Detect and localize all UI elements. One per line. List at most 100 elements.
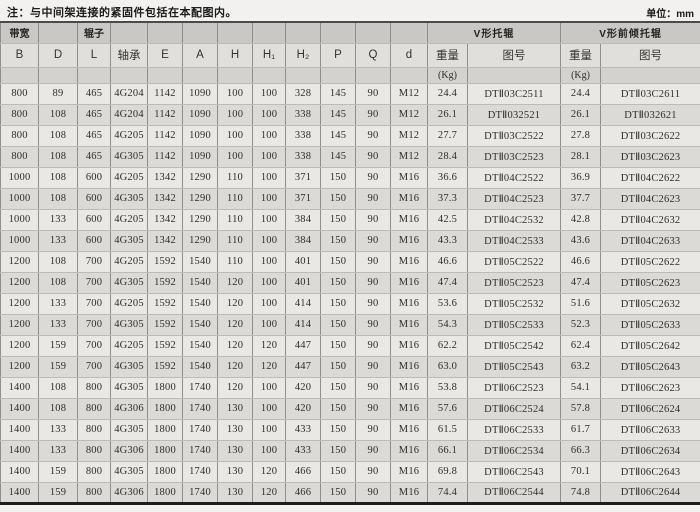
unit-header-empty <box>110 66 148 84</box>
col-header-P: P <box>320 42 356 68</box>
table-cell: 90 <box>355 481 391 504</box>
table-cell: 800 <box>77 397 111 420</box>
table-cell: 384 <box>285 208 321 231</box>
table-cell: 1342 <box>147 187 183 210</box>
table-cell: 36.6 <box>427 166 468 189</box>
table-cell: 100 <box>252 124 286 147</box>
table-cell: 1090 <box>182 82 218 105</box>
group-header-empty <box>252 21 286 44</box>
col-header-weight-2: 重量 <box>560 42 602 68</box>
col-header-drawing-no-2: 图号 <box>600 42 700 68</box>
table-column-header-row: B D L 轴承 E A H H₁ H₂ P Q d 重量 图号 重量 图号 <box>0 42 700 68</box>
table-cell: DTⅡ05C2643 <box>600 355 700 378</box>
table-cell: M16 <box>390 397 428 420</box>
table-cell: 133 <box>38 229 78 252</box>
table-cell: 4G205 <box>110 166 148 189</box>
table-cell: 133 <box>38 208 78 231</box>
table-cell: 47.4 <box>560 271 602 294</box>
table-cell: 90 <box>355 103 391 126</box>
table-cell: 69.8 <box>427 460 468 483</box>
table-cell: 36.9 <box>560 166 602 189</box>
table-cell: 42.5 <box>427 208 468 231</box>
table-cell: 108 <box>38 124 78 147</box>
table-cell: 1400 <box>0 439 39 462</box>
table-cell: M16 <box>390 271 428 294</box>
table-cell: 110 <box>217 250 253 273</box>
table-cell: 37.3 <box>427 187 468 210</box>
table-cell: 4G306 <box>110 439 148 462</box>
col-header-H1: H₁ <box>252 42 286 68</box>
table-cell: M16 <box>390 460 428 483</box>
table-cell: 150 <box>320 418 356 441</box>
table-cell: 600 <box>77 187 111 210</box>
table-cell: 130 <box>217 460 253 483</box>
table-cell: DTⅡ06C2534 <box>466 439 562 462</box>
table-cell: 120 <box>217 376 253 399</box>
table-cell: 70.1 <box>560 460 602 483</box>
table-cell: DTⅡ05C2642 <box>600 334 700 357</box>
table-cell: DTⅡ05C2633 <box>600 313 700 336</box>
table-cell: 465 <box>77 103 111 126</box>
table-cell: 100 <box>252 229 286 252</box>
table-cell: DTⅡ06C2523 <box>466 376 562 399</box>
table-cell: 1342 <box>147 208 183 231</box>
table-cell: 145 <box>320 124 356 147</box>
table-cell: 338 <box>285 124 321 147</box>
table-cell: 150 <box>320 187 356 210</box>
table-cell: 1592 <box>147 355 183 378</box>
table-cell: 100 <box>252 250 286 273</box>
table-cell: 90 <box>355 397 391 420</box>
group-header-v-tilt-idler: V形前倾托辊 <box>560 21 700 44</box>
table-cell: 371 <box>285 187 321 210</box>
table-cell: 1592 <box>147 292 183 315</box>
table-cell: 90 <box>355 271 391 294</box>
table-cell: DTⅡ03C2611 <box>600 82 700 105</box>
table-cell: 401 <box>285 250 321 273</box>
table-cell: 338 <box>285 103 321 126</box>
table-cell: 100 <box>217 124 253 147</box>
table-cell: 27.7 <box>427 124 468 147</box>
table-cell: 110 <box>217 208 253 231</box>
table-cell: 1400 <box>0 418 39 441</box>
table-cell: 700 <box>77 313 111 336</box>
unit-header-empty <box>285 66 321 84</box>
table-cell: 28.1 <box>560 145 602 168</box>
table-cell: 108 <box>38 397 78 420</box>
table-cell: 110 <box>217 187 253 210</box>
table-cell: DTⅡ05C2523 <box>466 271 562 294</box>
table-cell: 1200 <box>0 250 39 273</box>
table-cell: 401 <box>285 271 321 294</box>
table-note: 注：与中间架连接的紧固件包括在本配图内。 <box>7 7 237 19</box>
table-cell: DTⅡ04C2633 <box>600 229 700 252</box>
table-cell: 108 <box>38 376 78 399</box>
table-cell: 108 <box>38 103 78 126</box>
table-cell: DTⅡ04C2622 <box>600 166 700 189</box>
table-cell: M16 <box>390 166 428 189</box>
table-cell: 145 <box>320 82 356 105</box>
table-cell: 4G306 <box>110 481 148 504</box>
table-cell: 1400 <box>0 376 39 399</box>
table-cell: 150 <box>320 313 356 336</box>
table-cell: 150 <box>320 208 356 231</box>
table-cell: DTⅡ04C2532 <box>466 208 562 231</box>
col-header-L: L <box>77 42 111 68</box>
table-cell: M16 <box>390 313 428 336</box>
table-cell: M16 <box>390 292 428 315</box>
table-cell: 1592 <box>147 334 183 357</box>
table-cell: 90 <box>355 376 391 399</box>
table-cell: 1000 <box>0 187 39 210</box>
table-cell: 1400 <box>0 397 39 420</box>
table-cell: 120 <box>217 334 253 357</box>
table-cell: 1800 <box>147 418 183 441</box>
table-row: 800 108 465 4G305 1142 1090 100 100 338 145 90 M12 2… <box>0 145 700 168</box>
group-header-empty <box>110 21 148 44</box>
unit-header-empty <box>252 66 286 84</box>
group-header-empty <box>182 21 218 44</box>
col-header-bearing: 轴承 <box>110 42 148 68</box>
table-cell: 54.1 <box>560 376 602 399</box>
table-cell: 4G306 <box>110 397 148 420</box>
table-cell: 100 <box>252 313 286 336</box>
table-cell: 90 <box>355 439 391 462</box>
unit-header-empty <box>147 66 183 84</box>
table-cell: 371 <box>285 166 321 189</box>
